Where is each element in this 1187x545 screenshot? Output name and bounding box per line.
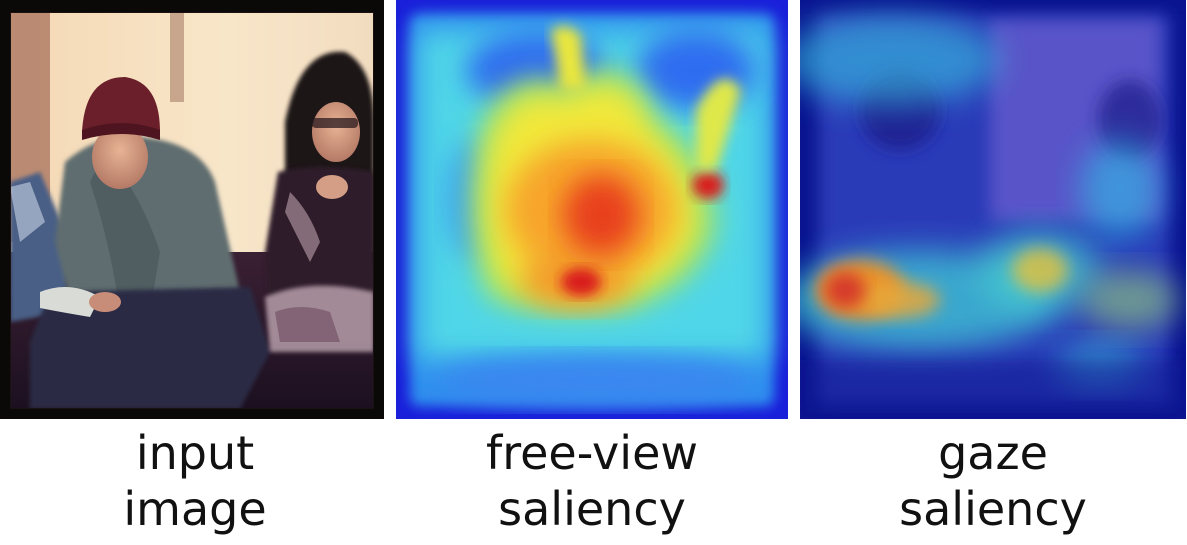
- free-view-saliency-panel: [396, 0, 788, 419]
- caption-line: free-view: [486, 426, 698, 480]
- gaze-saliency-panel: [800, 0, 1186, 419]
- caption-line: saliency: [498, 482, 686, 536]
- input-image-panel: [0, 0, 384, 419]
- free-view-saliency-heatmap: [396, 0, 788, 419]
- caption-line: input: [135, 426, 255, 480]
- gaze-saliency-heatmap: [800, 0, 1186, 419]
- caption-line: image: [123, 482, 267, 536]
- caption-gaze-saliency: gaze saliency: [800, 425, 1186, 543]
- caption-free-view-saliency: free-view saliency: [396, 425, 788, 543]
- input-photo: [10, 12, 374, 409]
- caption-line: saliency: [899, 482, 1087, 536]
- caption-line: gaze: [938, 426, 1048, 480]
- caption-input-image: input image: [0, 425, 390, 543]
